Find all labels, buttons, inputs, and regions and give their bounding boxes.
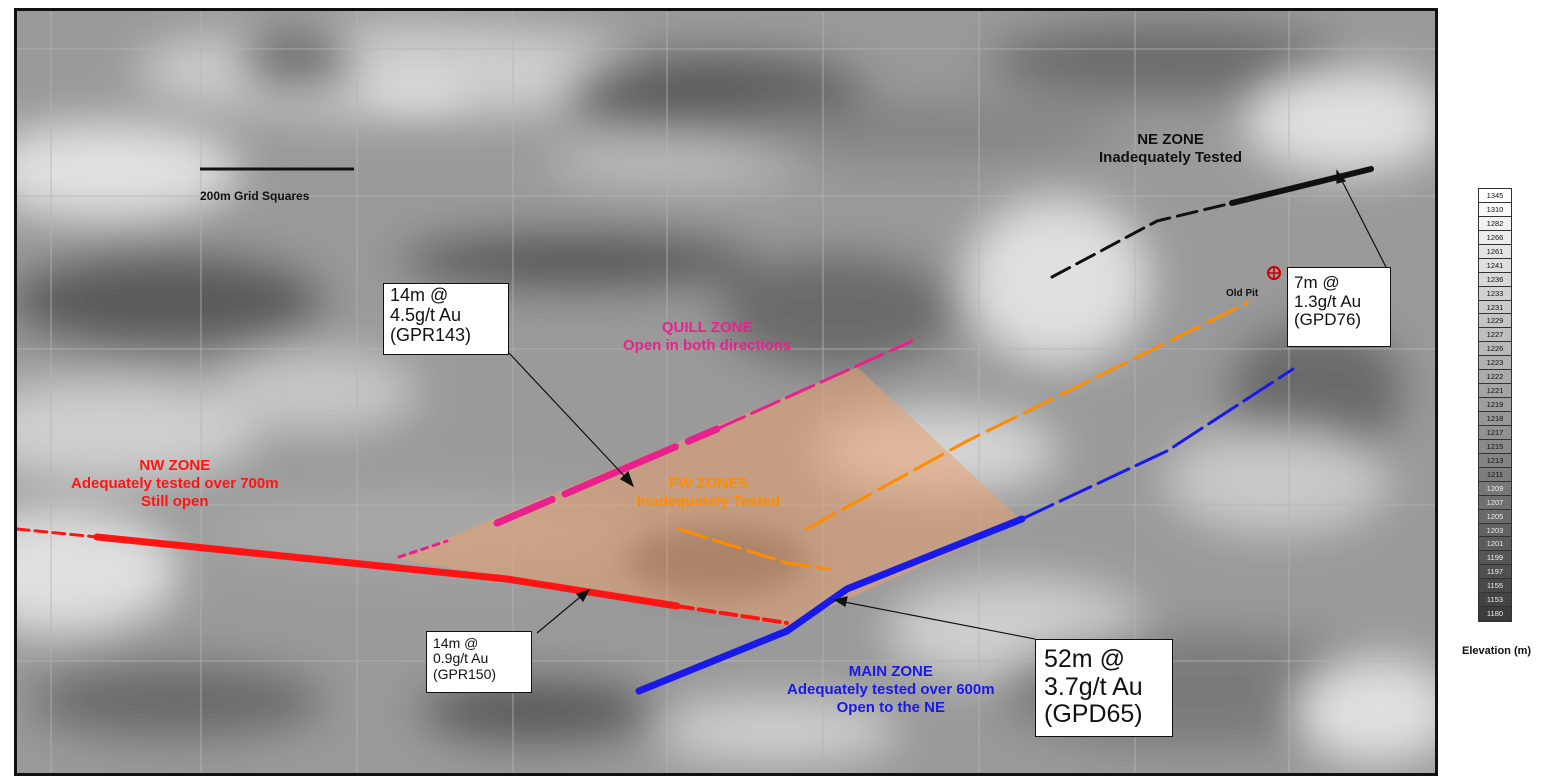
main-zone-line3: Open to the NE [836, 699, 945, 716]
callout-gpr143-line3: (GPR143) [390, 324, 472, 345]
legend-title: Elevation (m) [1462, 645, 1532, 657]
callout-gpd76-line1: 7m @ [1294, 273, 1340, 292]
legend-swatch: 1213 [1479, 453, 1511, 468]
legend-swatch: 1219 [1479, 398, 1511, 412]
nw-zone-trace [17, 527, 789, 625]
quill-zone-trace [397, 339, 914, 559]
legend-swatch: 1223 [1479, 356, 1511, 371]
legend-swatch: 1227 [1479, 328, 1511, 343]
legend-swatch: 1345 [1479, 189, 1511, 203]
quill-zone-title: QUILL ZONE [661, 319, 753, 336]
fw-zone-subtitle: Inadequately Tested [637, 493, 781, 510]
callout-gpr150: 14m @ 0.9g/t Au (GPR150) [426, 631, 532, 693]
legend-swatch: 1218 [1479, 412, 1511, 426]
nw-zone-title: NW ZONE [139, 457, 211, 474]
legend-swatch: 1226 [1479, 342, 1511, 357]
callout-gpr143-line2: 4.5g/t Au [390, 304, 462, 325]
map-panel: 200m Grid Squares NE ZONE Inadequately T… [14, 8, 1438, 776]
legend-swatch: 1197 [1479, 565, 1511, 580]
quill-zone-subtitle: Open in both directions [623, 337, 792, 354]
elevation-map [17, 11, 1435, 773]
callout-gpd76-line2: 1.3g/t Au [1294, 291, 1362, 311]
callout-gpr143-line1: 14m @ [390, 285, 449, 305]
legend-swatch: 1229 [1479, 314, 1511, 329]
quill-zone-label: QUILL ZONE Open in both directions [623, 319, 791, 355]
callout-gpd65-line1: 52m @ [1044, 645, 1125, 673]
elevation-legend: 1345 1310 1282 1266 1261 1241 1236 1233 1231 1229… [1478, 188, 1512, 623]
main-zone-label: MAIN ZONE Adequately tested over 600m Op… [787, 663, 995, 717]
callout-gpr150-line2: 0.9g/t Au [433, 650, 489, 667]
legend-swatch: 1236 [1479, 272, 1511, 287]
legend-swatch: 1310 [1479, 202, 1511, 217]
callout-gpd76-line3: (GPD76) [1294, 310, 1362, 330]
legend-swatch: 1221 [1479, 384, 1511, 399]
grid-lines [17, 11, 1435, 773]
legend-swatch: 1231 [1479, 300, 1511, 315]
fw-zone-label: FW ZONES Inadequately Tested [637, 475, 780, 511]
callout-gpr150-line1: 14m @ [433, 635, 479, 651]
legend-swatch: 1199 [1479, 551, 1511, 566]
legend-swatch: 1207 [1479, 495, 1511, 510]
callout-gpr143: 14m @ 4.5g/t Au (GPR143) [383, 283, 509, 355]
legend-swatch: 1180 [1479, 607, 1511, 622]
legend-swatch: 1233 [1479, 286, 1511, 301]
legend-swatch: 1211 [1479, 467, 1511, 482]
legend-swatch: 1205 [1479, 509, 1511, 524]
callout-gpd65: 52m @ 3.7g/t Au (GPD65) [1035, 639, 1173, 737]
legend-swatch: 1201 [1479, 537, 1511, 552]
callout-gpd65-line3: (GPD65) [1044, 700, 1143, 728]
old-pit-label: Old Pit [1226, 288, 1259, 299]
legend-swatch: 1203 [1479, 523, 1511, 538]
legend-swatch: 1209 [1479, 481, 1511, 496]
legend-swatch: 1282 [1479, 216, 1511, 231]
legend-swatch: 1266 [1479, 230, 1511, 245]
legend-swatch: 1261 [1479, 244, 1511, 259]
ne-zone-label: NE ZONE Inadequately Tested [1099, 131, 1242, 167]
legend-swatch: 1215 [1479, 439, 1511, 454]
legend-swatch: 1217 [1479, 425, 1511, 440]
main-zone-title: MAIN ZONE [848, 663, 933, 680]
pit-symbol-icon [1267, 266, 1281, 280]
main-zone-trace [635, 367, 1295, 695]
legend-swatch: 1241 [1479, 258, 1511, 273]
nw-zone-line3: Still open [141, 493, 209, 510]
legend-swatch: 1153 [1479, 593, 1511, 608]
nw-zone-label: NW ZONE Adequately tested over 700m Stil… [71, 457, 279, 511]
callout-gpd65-line2: 3.7g/t Au [1044, 672, 1143, 701]
fw-zone-title: FW ZONES [668, 475, 749, 492]
scale-bar-label: 200m Grid Squares [200, 189, 310, 203]
callout-leaders [508, 169, 1388, 640]
fw-zone-trace [677, 301, 1249, 571]
legend-swatch: 1222 [1479, 370, 1511, 385]
ne-zone-trace [1050, 166, 1374, 279]
nw-zone-line2: Adequately tested over 700m [71, 475, 279, 492]
ne-zone-title: NE ZONE [1137, 131, 1204, 148]
callout-gpd76: 7m @ 1.3g/t Au (GPD76) [1287, 267, 1391, 347]
legend-swatch: 1155 [1479, 579, 1511, 594]
fw-zone-shaded-area [397, 367, 1022, 626]
callout-gpr150-line3: (GPR150) [433, 665, 497, 682]
main-zone-line2: Adequately tested over 600m [787, 681, 995, 698]
ne-zone-subtitle: Inadequately Tested [1099, 149, 1243, 166]
